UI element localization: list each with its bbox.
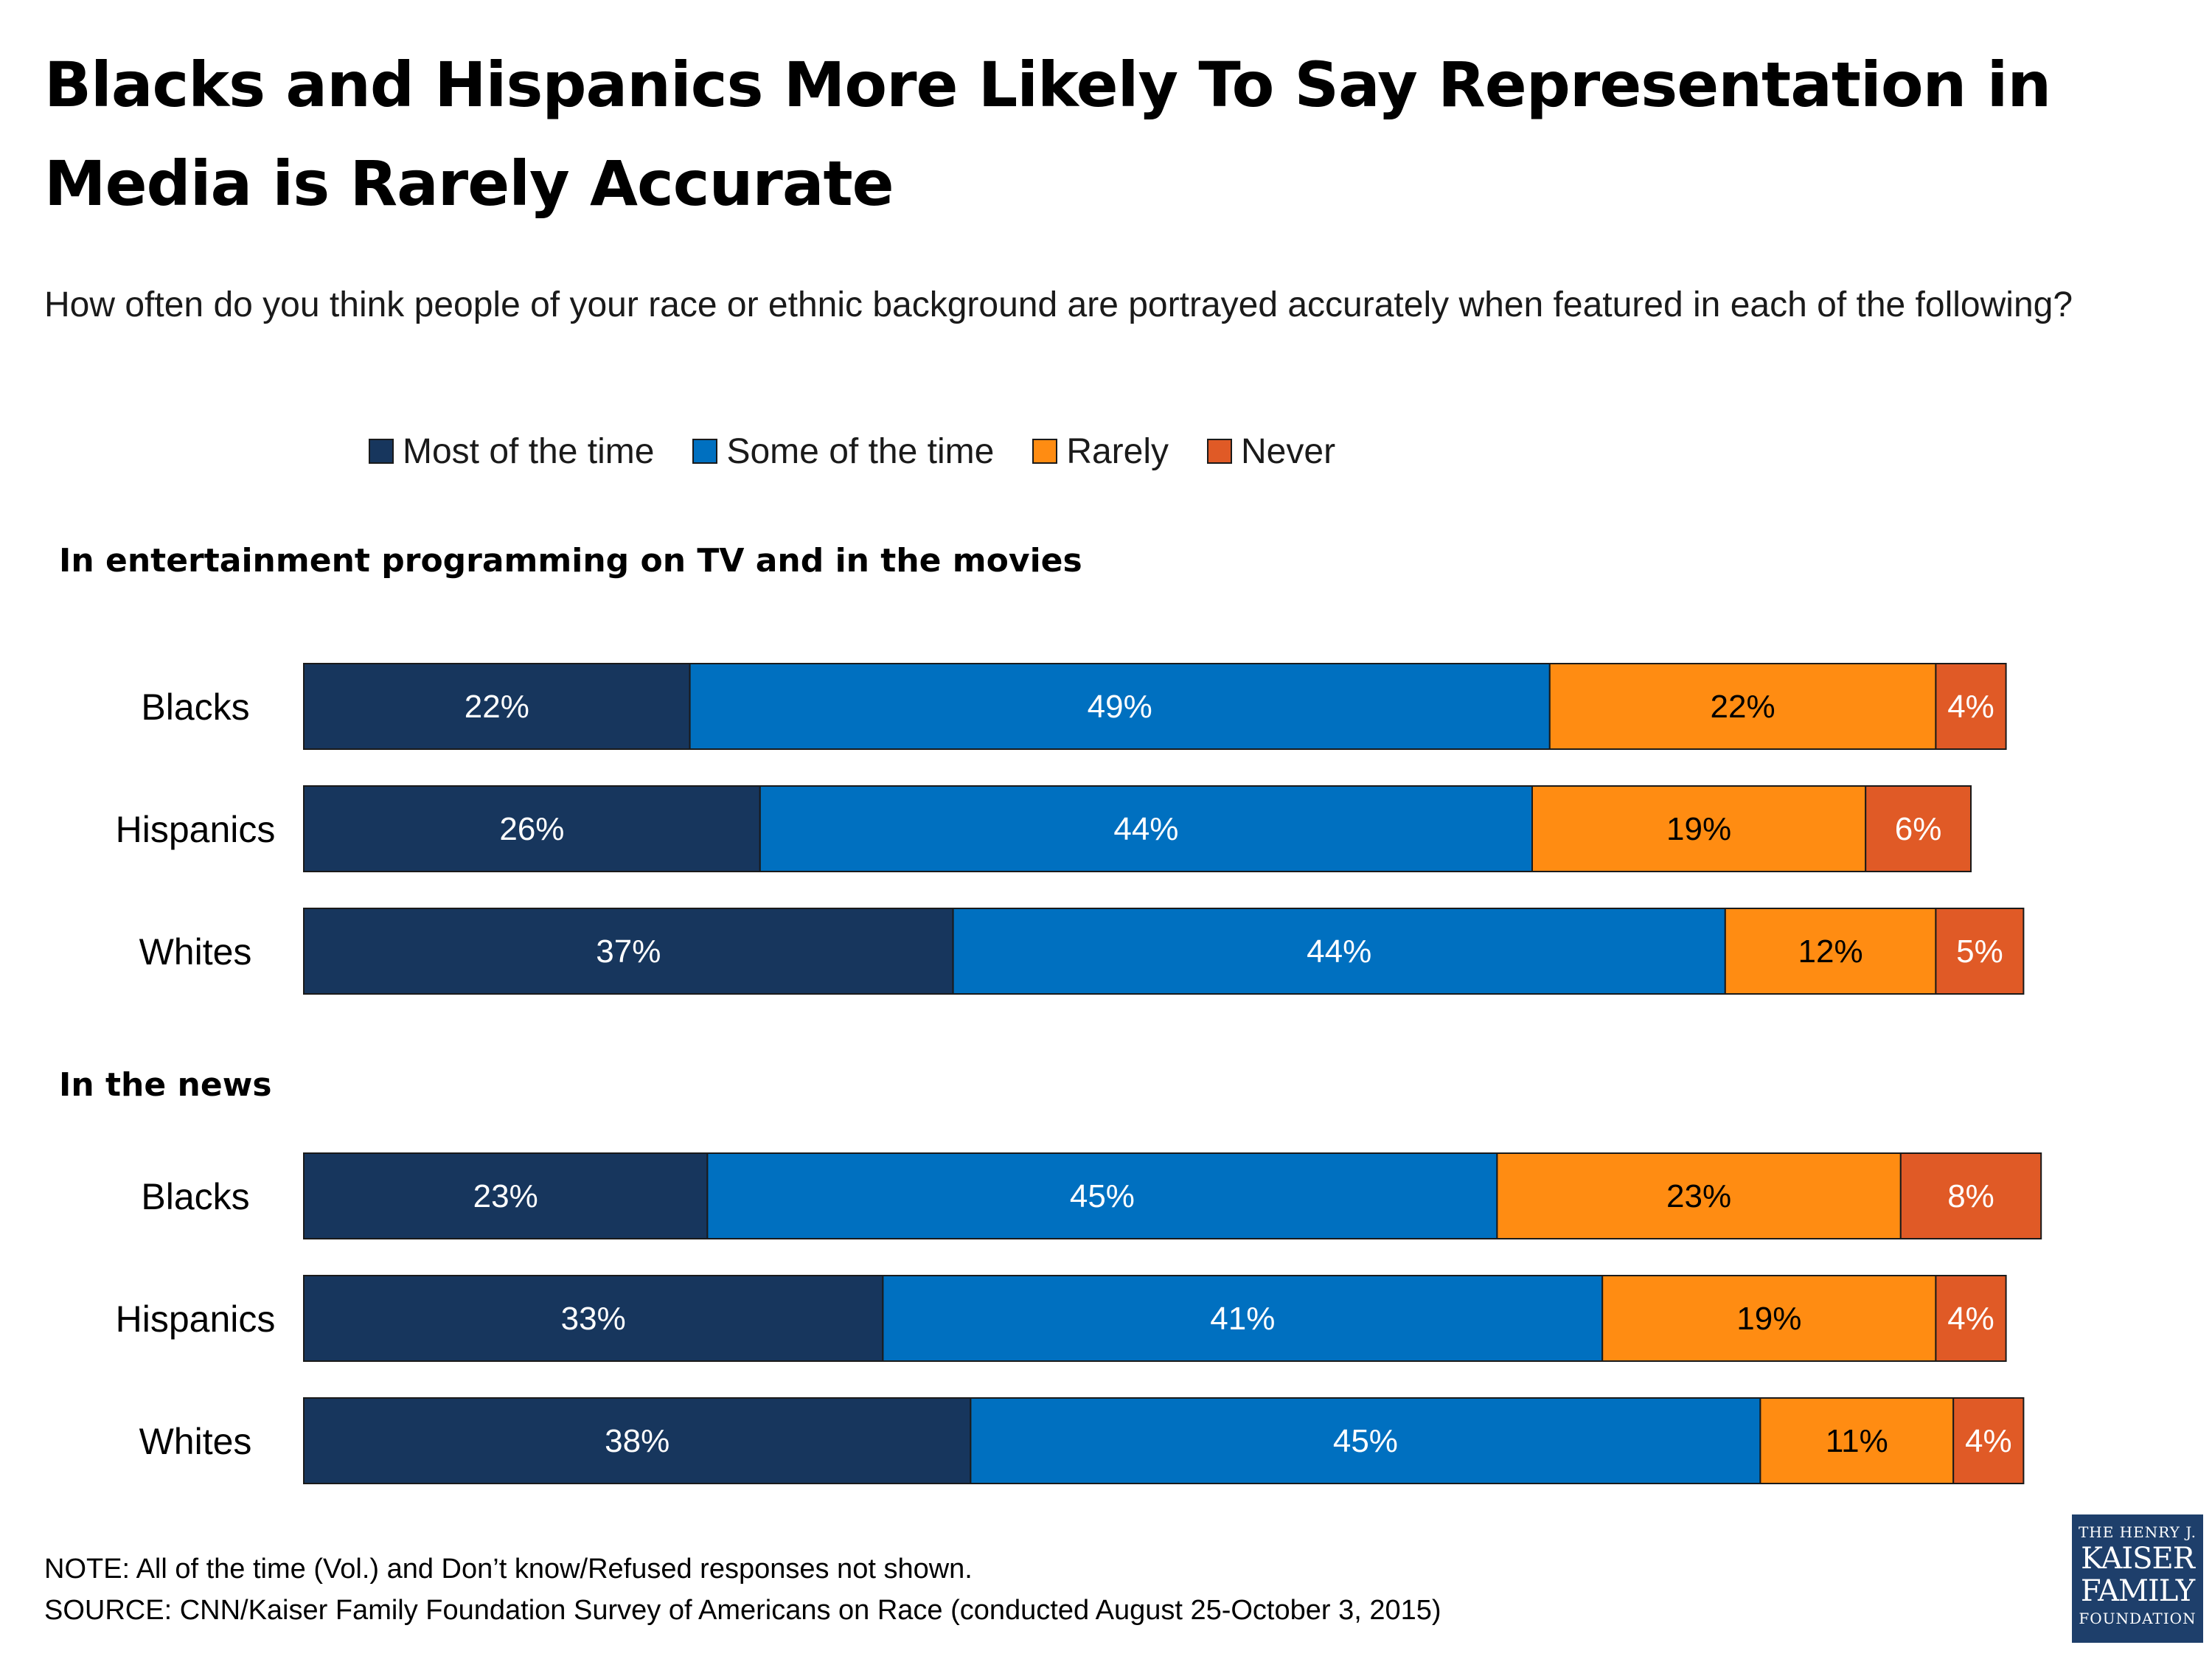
bar-label-g1-r1-s2: 19% <box>1736 1301 1801 1337</box>
legend-label-most: Most of the time <box>403 431 655 471</box>
bar-label-g0-r0-s2: 22% <box>1711 689 1775 725</box>
legend-item-never: Never <box>1207 431 1335 472</box>
bar-segment-g0-r1-s0 <box>303 785 761 872</box>
bar-segment-g0-r0-s1 <box>689 663 1551 750</box>
legend-label-some: Some of the time <box>726 431 995 471</box>
bar-label-g1-r0-s3: 8% <box>1947 1178 1994 1214</box>
bar-label-g0-r1-s2: 19% <box>1666 811 1731 847</box>
row-label-hispanics-1: Hispanics <box>116 1298 276 1340</box>
bar-label-g1-r2-s2: 11% <box>1826 1423 1888 1459</box>
footer: NOTE: All of the time (Vol.) and Don’t k… <box>44 1548 1441 1631</box>
bar-label-g0-r2-s0: 37% <box>596 933 661 970</box>
bar-segment-g1-r2-s3 <box>1952 1397 2025 1484</box>
row-label-whites-1: Whites <box>139 1421 252 1462</box>
bar-segment-g1-r2-s0 <box>303 1397 972 1484</box>
bar-label-g1-r0-s2: 23% <box>1666 1178 1731 1214</box>
row-label-blacks-0: Blacks <box>141 686 249 728</box>
bar-label-g0-r1-s3: 6% <box>1895 811 1942 847</box>
legend-item-some: Some of the time <box>692 431 994 472</box>
bar-segment-g0-r0-s0 <box>303 663 691 750</box>
row-label-hispanics-0: Hispanics <box>116 809 276 850</box>
bar-label-g1-r0-s0: 23% <box>473 1178 538 1214</box>
footer-source: SOURCE: CNN/Kaiser Family Foundation Sur… <box>44 1595 1441 1626</box>
bar-segment-g0-r1-s3 <box>1865 785 1972 872</box>
legend-label-rarely: Rarely <box>1066 431 1169 471</box>
logo-line2: KAISER <box>2081 1542 2195 1576</box>
bar-label-g1-r0-s1: 45% <box>1070 1178 1135 1214</box>
bar-label-g1-r1-s3: 4% <box>1947 1301 1994 1337</box>
bar-segment-g1-r0-s2 <box>1496 1152 1902 1239</box>
bar-segment-g1-r1-s2 <box>1601 1275 1937 1362</box>
bar-segment-g1-r0-s1 <box>706 1152 1498 1239</box>
bar-label-g0-r2-s2: 12% <box>1798 933 1863 970</box>
legend-swatch-rarely <box>1032 439 1058 464</box>
legend-swatch-some <box>692 439 718 464</box>
bar-segment-g1-r1-s3 <box>1935 1275 2007 1362</box>
logo-line4: FOUNDATION <box>2079 1610 2197 1627</box>
logo-line1: THE HENRY J. <box>2078 1523 2197 1541</box>
bar-segment-g1-r2-s1 <box>970 1397 1761 1484</box>
bar-label-g0-r2-s3: 5% <box>1956 933 2003 970</box>
bar-label-g1-r1-s0: 33% <box>561 1301 626 1337</box>
bar-segment-g1-r1-s0 <box>303 1275 884 1362</box>
section-title-0: In entertainment programming on TV and i… <box>59 542 1082 580</box>
bar-label-g0-r2-s1: 44% <box>1307 933 1371 970</box>
bar-segment-g0-r2-s0 <box>303 908 954 995</box>
bar-label-g1-r2-s3: 4% <box>1965 1423 2012 1459</box>
section-title-1: In the news <box>59 1066 272 1104</box>
legend-swatch-most <box>369 439 394 464</box>
bar-label-g0-r1-s0: 26% <box>499 811 564 847</box>
bar-label-g0-r1-s1: 44% <box>1113 811 1178 847</box>
legend-item-rarely: Rarely <box>1032 431 1169 472</box>
bar-segment-g0-r2-s2 <box>1724 908 1937 995</box>
chart-subtitle: How often do you think people of your ra… <box>44 285 2073 324</box>
logo-line3: FAMILY <box>2080 1574 2195 1608</box>
bar-segment-g1-r0-s0 <box>303 1152 709 1239</box>
legend: Most of the time Some of the time Rarely… <box>369 426 1374 476</box>
bar-label-g1-r1-s1: 41% <box>1210 1301 1275 1337</box>
legend-label-never: Never <box>1241 431 1336 471</box>
bar-segment-g0-r0-s3 <box>1935 663 2007 750</box>
legend-swatch-never <box>1207 439 1233 464</box>
bar-label-g1-r2-s0: 38% <box>605 1423 669 1459</box>
bar-label-g0-r0-s0: 22% <box>465 689 529 725</box>
chart-title: Blacks and Hispanics More Likely To Say … <box>44 49 2051 220</box>
bar-label-g0-r0-s1: 49% <box>1088 689 1152 725</box>
bar-segment-g0-r2-s1 <box>952 908 1726 995</box>
bar-segment-g0-r1-s2 <box>1531 785 1867 872</box>
row-label-whites-0: Whites <box>139 931 252 973</box>
bar-segment-g1-r2-s2 <box>1759 1397 1955 1484</box>
kff-logo: THE HENRY J. KAISER FAMILY FOUNDATION <box>2072 1514 2203 1643</box>
bar-segment-g0-r2-s3 <box>1935 908 2025 995</box>
bar-segment-g1-r0-s3 <box>1899 1152 2042 1239</box>
bar-label-g1-r2-s1: 45% <box>1333 1423 1398 1459</box>
bar-segment-g0-r1-s1 <box>759 785 1533 872</box>
footer-note: NOTE: All of the time (Vol.) and Don’t k… <box>44 1554 973 1585</box>
row-label-blacks-1: Blacks <box>141 1176 249 1217</box>
legend-item-most: Most of the time <box>369 431 654 472</box>
bar-label-g0-r0-s3: 4% <box>1947 689 1994 725</box>
bar-segment-g1-r1-s1 <box>882 1275 1604 1362</box>
